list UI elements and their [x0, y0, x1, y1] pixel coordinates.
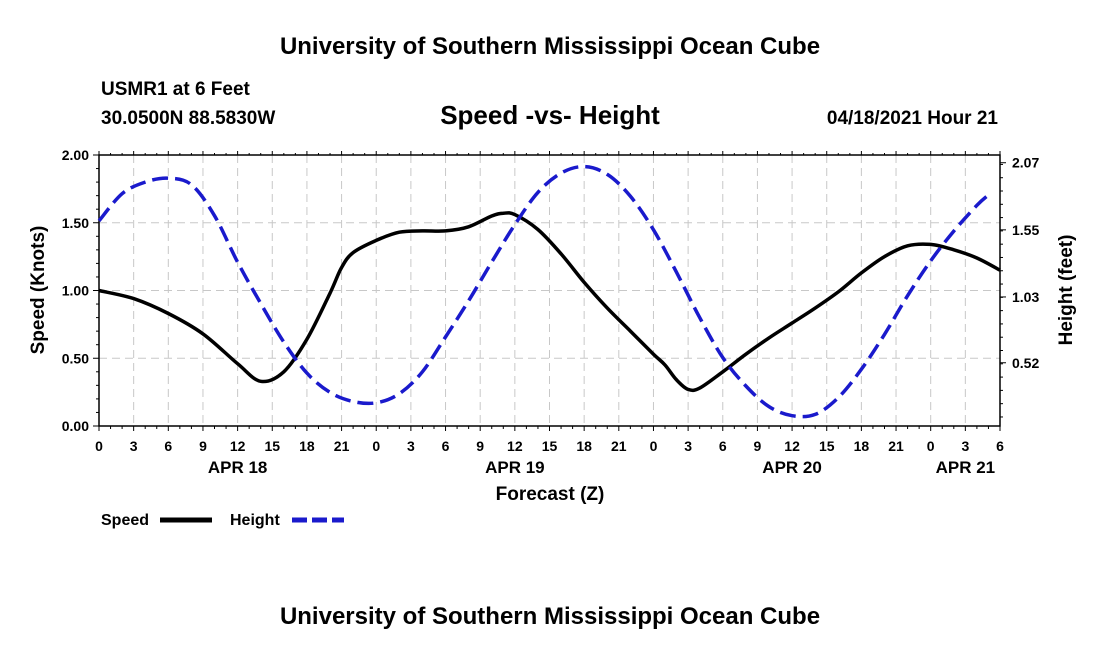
chart-title: Speed -vs- Height [440, 100, 660, 130]
station-label: USMR1 at 6 Feet [101, 79, 251, 100]
x-tick-label: 3 [407, 438, 415, 454]
x-tick-label: 0 [650, 438, 658, 454]
axes: 0 3 6 9 12 15 18 21 0 3 6 9 12 15 18 21 0 3 6 9 12 15 18 21 0 3 6A… [62, 147, 1040, 477]
y2-axis-title: Height (feet) [1056, 235, 1077, 346]
y-tick-label: 2.00 [62, 147, 89, 163]
x-tick-label: 0 [927, 438, 935, 454]
x-tick-label: 12 [507, 438, 523, 454]
date-label: APR 19 [485, 458, 545, 477]
date-label: APR 18 [208, 458, 268, 477]
date-label: APR 20 [762, 458, 822, 477]
x-tick-label: 18 [299, 438, 315, 454]
x-tick-label: 21 [611, 438, 627, 454]
x-tick-label: 12 [784, 438, 800, 454]
date-label: APR 21 [936, 458, 996, 477]
series-line-speed [98, 211, 1001, 393]
x-tick-label: 18 [854, 438, 870, 454]
legend-height-label: Height [230, 512, 280, 529]
y-tick-label: 1.00 [62, 283, 89, 299]
y2-tick-label: 1.55 [1012, 222, 1039, 238]
x-tick-label: 18 [576, 438, 592, 454]
x-tick-label: 6 [719, 438, 727, 454]
x-tick-label: 6 [164, 438, 172, 454]
footer-title: University of Southern Mississippi Ocean… [280, 603, 820, 630]
x-tick-label: 3 [684, 438, 692, 454]
x-tick-label: 9 [199, 438, 207, 454]
x-tick-label: 0 [95, 438, 103, 454]
x-tick-label: 15 [542, 438, 558, 454]
x-tick-label: 6 [442, 438, 450, 454]
y2-tick-label: 1.03 [1012, 289, 1039, 305]
location-label: 30.0500N 88.5830W [101, 108, 275, 129]
x-tick-label: 3 [130, 438, 138, 454]
datetime-label: 04/18/2021 Hour 21 [827, 108, 999, 129]
x-tick-label: 0 [372, 438, 380, 454]
y-tick-label: 0.50 [62, 350, 89, 366]
legend-speed-label: Speed [101, 512, 149, 529]
x-axis-title: Forecast (Z) [496, 484, 605, 505]
x-tick-label: 15 [819, 438, 835, 454]
x-tick-label: 12 [230, 438, 246, 454]
x-tick-label: 15 [264, 438, 280, 454]
x-tick-label: 3 [961, 438, 969, 454]
x-tick-label: 21 [888, 438, 904, 454]
x-tick-label: 9 [476, 438, 484, 454]
series [97, 164, 1001, 419]
y2-tick-label: 2.07 [1012, 155, 1039, 171]
y-tick-label: 1.50 [62, 215, 89, 231]
y-axis-title: Speed (Knots) [28, 226, 49, 355]
y-tick-label: 0.00 [62, 418, 89, 434]
y2-tick-label: 0.52 [1012, 355, 1039, 371]
series-line-height [97, 164, 990, 419]
grid [99, 155, 1000, 426]
page-title: University of Southern Mississippi Ocean… [280, 33, 820, 60]
x-tick-label: 9 [754, 438, 762, 454]
x-tick-label: 21 [334, 438, 350, 454]
x-tick-label: 6 [996, 438, 1004, 454]
legend: Speed Height [101, 512, 344, 529]
